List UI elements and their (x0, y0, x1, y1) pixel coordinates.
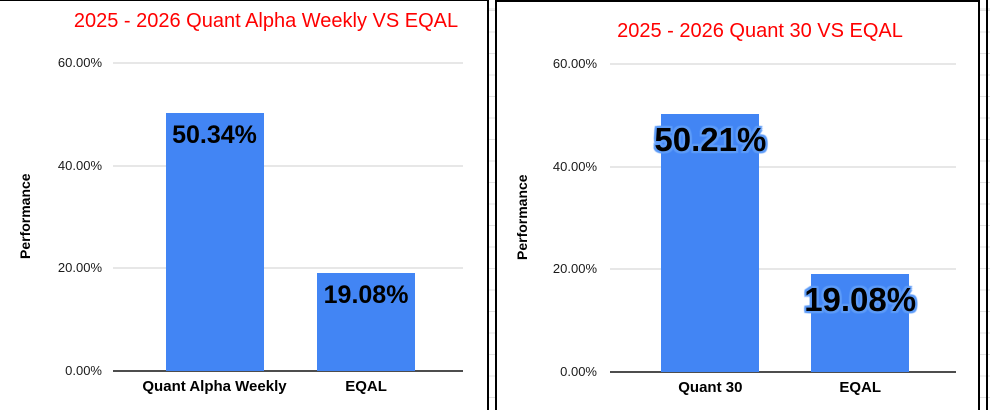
adjacent-chart-border (986, 0, 988, 410)
bar-eqal[interactable] (811, 274, 910, 372)
y-tick-label: 60.00% (552, 56, 597, 71)
x-axis-line (610, 371, 956, 373)
y-tick-label: 20.00% (57, 260, 102, 276)
x-category-label: Quant Alpha Weekly (142, 378, 287, 395)
gridline (113, 267, 463, 270)
bar-value-label: 19.08% (323, 281, 409, 310)
y-tick-label: 40.00% (552, 158, 597, 174)
chart-panel-quant-alpha-weekly[interactable]: 2025 - 2026 Quant Alpha Weekly VS EQAL P… (0, 0, 489, 410)
gridline (610, 63, 956, 65)
chart-title: 2025 - 2026 Quant 30 VS EQAL (617, 20, 903, 42)
bar-quant-30[interactable] (661, 114, 760, 372)
x-category-label: Quant 30 (678, 379, 743, 396)
gridline (610, 165, 956, 168)
y-tick-label: 0.00% (560, 364, 597, 379)
y-tick-label: 40.00% (57, 157, 102, 173)
bar-quant-alpha-weekly[interactable] (165, 112, 264, 371)
gridline (113, 164, 463, 167)
x-category-label: EQAL (839, 379, 881, 396)
gridline (610, 268, 956, 271)
y-tick-label: 60.00% (57, 55, 102, 70)
chart-panel-quant-30[interactable]: 2025 - 2026 Quant 30 VS EQAL Performance… (495, 0, 980, 410)
y-axis-title: Performance (17, 173, 33, 259)
bar-value-label: 50.34% (172, 120, 257, 149)
x-category-label: EQAL (345, 378, 387, 395)
gridline (113, 62, 463, 64)
bar-value-label: 50.21% (654, 121, 767, 159)
y-tick-label: 0.00% (65, 363, 102, 378)
bar-eqal[interactable] (317, 273, 416, 371)
bar-value-label: 19.08% (804, 281, 917, 319)
x-axis-line (113, 370, 463, 372)
y-tick-label: 20.00% (552, 261, 597, 277)
chart-title: 2025 - 2026 Quant Alpha Weekly VS EQAL (73, 10, 459, 32)
y-axis-title: Performance (514, 174, 530, 260)
